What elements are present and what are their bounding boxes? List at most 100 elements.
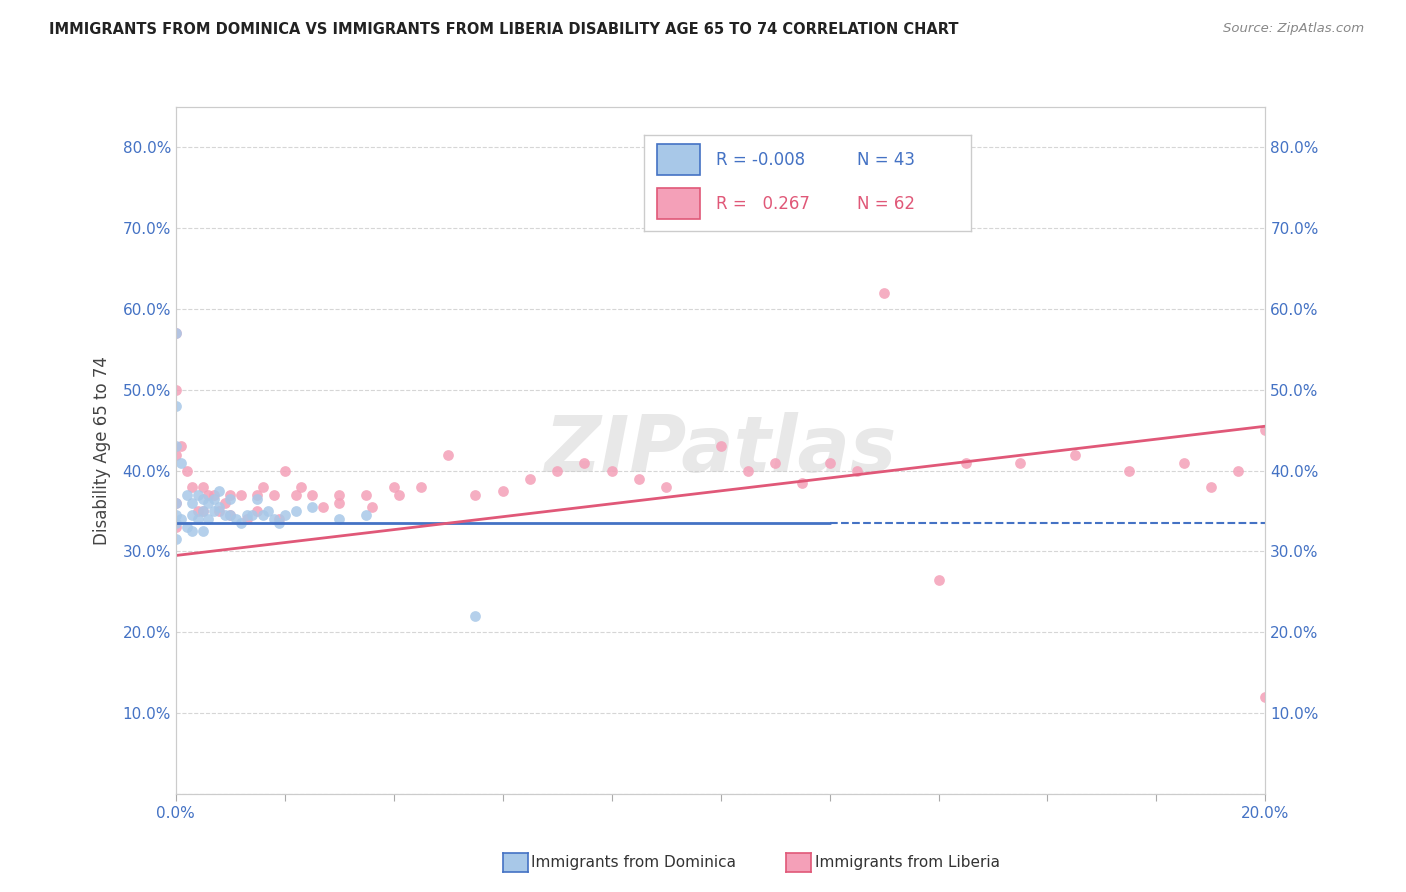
Point — [464, 609, 486, 624]
Point — [269, 516, 291, 531]
Point — [191, 491, 214, 506]
Point — [165, 448, 187, 462]
Point — [235, 512, 257, 526]
Point — [181, 508, 204, 522]
Point — [246, 491, 269, 506]
Point — [191, 504, 214, 518]
Point — [191, 480, 214, 494]
Text: R = -0.008: R = -0.008 — [716, 151, 806, 169]
Point — [165, 496, 187, 510]
Point — [464, 488, 486, 502]
Point — [165, 533, 187, 547]
Point — [263, 488, 285, 502]
Point — [252, 480, 274, 494]
Point — [252, 508, 274, 522]
Point — [873, 285, 896, 300]
Point — [181, 524, 204, 539]
Point — [388, 488, 411, 502]
Point — [208, 504, 231, 518]
Point — [176, 488, 198, 502]
Point — [328, 512, 350, 526]
Point — [928, 573, 950, 587]
Point — [219, 508, 242, 522]
Point — [274, 464, 297, 478]
Point — [818, 456, 841, 470]
Point — [197, 488, 219, 502]
Point — [231, 516, 253, 531]
Point — [219, 488, 242, 502]
Point — [246, 488, 269, 502]
Point — [290, 480, 312, 494]
Point — [301, 488, 323, 502]
Point — [257, 504, 280, 518]
Point — [219, 491, 242, 506]
Point — [165, 383, 187, 397]
Point — [202, 491, 225, 506]
Point — [360, 500, 382, 514]
Point — [165, 516, 187, 531]
Point — [492, 483, 515, 498]
Point — [263, 512, 285, 526]
Point — [600, 464, 623, 478]
Point — [845, 464, 868, 478]
Text: R =   0.267: R = 0.267 — [716, 194, 810, 213]
Point — [284, 488, 307, 502]
Point — [214, 508, 236, 522]
Text: Immigrants from Liberia: Immigrants from Liberia — [815, 855, 1000, 870]
Point — [1254, 423, 1277, 437]
Point — [1173, 456, 1195, 470]
Point — [170, 512, 193, 526]
Point — [186, 512, 209, 526]
Point — [202, 504, 225, 518]
Point — [165, 496, 187, 510]
Point — [356, 488, 378, 502]
Text: N = 62: N = 62 — [856, 194, 915, 213]
Point — [165, 520, 187, 534]
Point — [274, 508, 297, 522]
Point — [1063, 448, 1085, 462]
Point — [197, 496, 219, 510]
Point — [170, 439, 193, 453]
Point — [301, 500, 323, 514]
Point — [176, 464, 198, 478]
Point — [437, 448, 460, 462]
Point — [284, 504, 307, 518]
Point — [546, 464, 568, 478]
Point — [208, 483, 231, 498]
Point — [208, 500, 231, 514]
Point — [191, 504, 214, 518]
Text: N = 43: N = 43 — [856, 151, 915, 169]
Point — [382, 480, 405, 494]
Point — [519, 472, 541, 486]
Point — [1118, 464, 1140, 478]
Point — [165, 439, 187, 453]
Text: Source: ZipAtlas.com: Source: ZipAtlas.com — [1223, 22, 1364, 36]
Point — [170, 456, 193, 470]
Point — [737, 464, 759, 478]
Point — [1227, 464, 1250, 478]
Point — [240, 508, 263, 522]
Point — [165, 326, 187, 341]
Point — [792, 475, 814, 490]
Point — [219, 508, 242, 522]
Point — [181, 480, 204, 494]
Point — [574, 456, 596, 470]
Point — [202, 488, 225, 502]
Point — [655, 480, 678, 494]
Point — [763, 456, 786, 470]
Point — [214, 496, 236, 510]
Point — [165, 508, 187, 522]
Point — [191, 524, 214, 539]
Text: ZIPatlas: ZIPatlas — [544, 412, 897, 489]
Point — [165, 326, 187, 341]
FancyBboxPatch shape — [658, 145, 700, 175]
Point — [186, 504, 209, 518]
Point — [710, 439, 733, 453]
Point — [186, 488, 209, 502]
Point — [955, 456, 977, 470]
Point — [181, 496, 204, 510]
Point — [1254, 690, 1277, 704]
Point — [197, 512, 219, 526]
FancyBboxPatch shape — [658, 188, 700, 219]
Point — [225, 512, 247, 526]
